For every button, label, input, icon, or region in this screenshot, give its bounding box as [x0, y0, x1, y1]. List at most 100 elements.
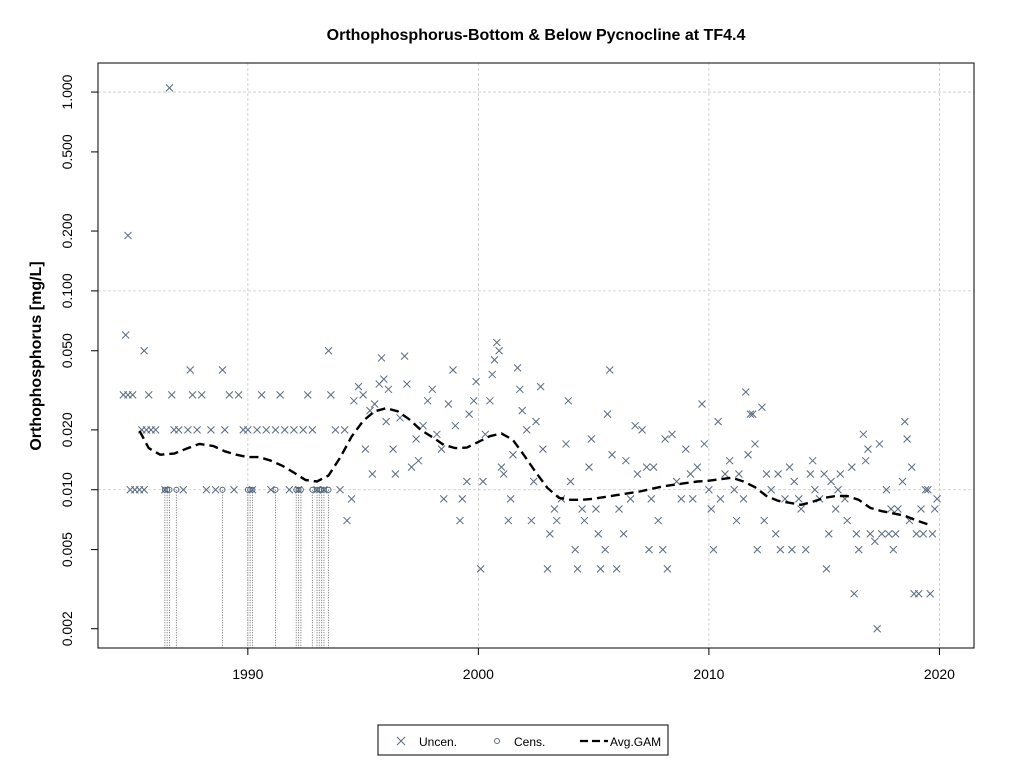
legend-x-marker — [396, 736, 406, 746]
uncensored-point — [262, 426, 271, 434]
x-marker-stroke — [458, 494, 467, 503]
uncensored-point — [820, 470, 829, 478]
uncensored-point — [160, 485, 169, 494]
uncensored-point — [762, 470, 771, 478]
uncensored-point — [324, 346, 333, 355]
x-marker-stroke — [852, 530, 861, 538]
uncensored-point — [462, 477, 471, 486]
x-marker-stroke — [479, 477, 487, 486]
x-marker-stroke — [681, 445, 690, 454]
uncensored-point — [186, 366, 195, 374]
x-marker-stroke — [151, 426, 160, 434]
x-marker-stroke — [894, 505, 902, 513]
uncensored-point — [545, 530, 554, 538]
x-marker-stroke — [714, 417, 722, 426]
x-marker-stroke — [861, 456, 870, 465]
uncensored-point — [299, 426, 308, 434]
y-tick-label: 0.010 — [59, 472, 75, 507]
x-marker-stroke — [933, 494, 941, 503]
x-tick-label: 1990 — [232, 666, 263, 682]
x-marker-stroke — [866, 530, 875, 538]
x-marker-stroke — [497, 463, 506, 471]
uncensored-point — [873, 624, 882, 633]
uncensored-point — [486, 396, 494, 405]
x-marker-stroke — [785, 463, 794, 471]
uncensored-point — [801, 545, 810, 554]
x-marker-stroke — [781, 494, 789, 503]
x-marker-stroke — [207, 426, 215, 434]
uncensored-point — [594, 530, 603, 538]
x-marker-stroke — [903, 435, 912, 443]
x-marker-stroke — [601, 545, 610, 554]
x-marker-stroke — [294, 485, 303, 494]
x-marker-stroke — [527, 516, 536, 525]
x-marker-stroke — [509, 450, 517, 459]
x-marker-stroke — [811, 485, 819, 494]
uncensored-point — [370, 400, 379, 408]
x-marker-stroke — [308, 426, 317, 434]
uncensored-point — [622, 456, 630, 465]
uncensored-point — [889, 545, 898, 554]
x-marker-stroke — [495, 346, 503, 355]
censored-point — [272, 486, 279, 493]
uncensored-point — [211, 485, 220, 494]
censored-point — [173, 486, 180, 493]
x-marker-stroke — [907, 463, 916, 471]
uncensored-point — [184, 426, 192, 434]
x-marker-stroke — [184, 426, 192, 434]
uncensored-point — [721, 470, 729, 478]
uncensored-point — [831, 505, 840, 513]
x-marker-stroke — [847, 463, 856, 471]
x-marker-stroke — [469, 396, 478, 405]
x-marker-stroke — [384, 385, 393, 394]
uncensored-point — [898, 477, 907, 486]
uncensored-point — [822, 565, 831, 573]
uncensored-point — [698, 400, 706, 408]
uncensored-point — [871, 537, 879, 546]
uncensored-point — [658, 545, 667, 554]
x-marker-stroke — [808, 456, 817, 465]
uncensored-point — [121, 331, 130, 339]
uncensored-point — [926, 589, 935, 598]
x-marker-stroke — [859, 430, 868, 439]
uncensored-point — [465, 410, 474, 418]
y-tick-label: 0.002 — [59, 611, 75, 646]
uncensored-point — [875, 440, 884, 448]
uncensored-point — [705, 485, 713, 494]
x-marker-stroke — [211, 485, 220, 494]
x-marker-stroke — [407, 463, 416, 471]
uncensored-point — [748, 410, 757, 418]
x-marker-stroke — [545, 530, 554, 538]
x-marker-stroke — [622, 456, 630, 465]
uncensored-point — [389, 445, 397, 454]
uncensored-point — [649, 463, 658, 471]
x-marker-stroke — [197, 391, 206, 399]
x-marker-stroke — [891, 530, 900, 538]
x-marker-stroke — [668, 430, 676, 439]
x-marker-stroke — [121, 331, 130, 339]
legend-item-gam: Avg.GAM — [580, 735, 661, 749]
x-marker-stroke — [140, 346, 148, 355]
uncensored-point — [382, 417, 391, 426]
x-marker-stroke — [594, 530, 603, 538]
x-marker-stroke — [566, 477, 575, 486]
x-marker-stroke — [564, 396, 573, 405]
x-marker-stroke — [382, 417, 391, 426]
uncensored-point — [587, 435, 596, 443]
legend-label-gam: Avg.GAM — [610, 735, 661, 749]
x-marker-stroke — [921, 485, 930, 494]
uncensored-point — [596, 565, 605, 573]
uncensored-point — [458, 494, 467, 503]
x-marker-stroke — [654, 516, 663, 525]
uncensored-point — [499, 470, 508, 478]
uncensored-point — [419, 421, 427, 430]
x-marker-stroke — [788, 545, 796, 554]
x-marker-stroke — [730, 485, 739, 494]
uncensored-point — [767, 485, 775, 494]
grid — [98, 63, 974, 648]
x-marker-stroke — [552, 516, 561, 525]
uncensored-point — [626, 494, 635, 503]
x-marker-stroke — [827, 477, 835, 486]
x-marker-stroke — [379, 375, 388, 383]
x-marker-stroke — [633, 470, 642, 478]
